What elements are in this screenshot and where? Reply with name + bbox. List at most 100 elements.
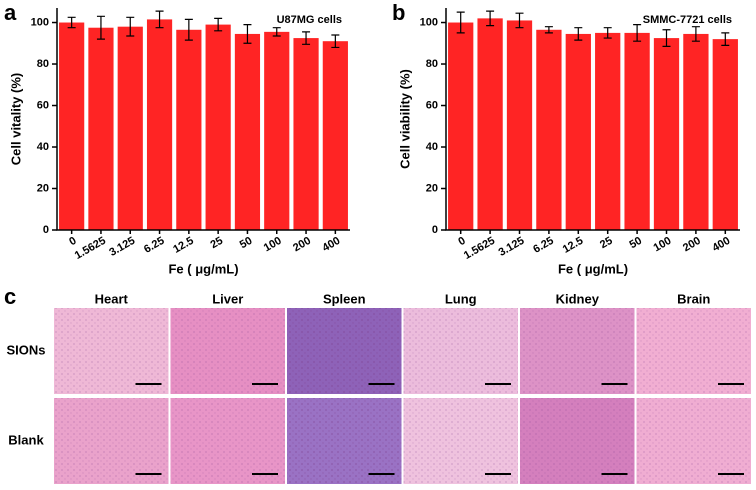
x-tick-label: 0 xyxy=(67,235,78,248)
row-label: SIONs xyxy=(6,342,45,357)
column-label: Kidney xyxy=(556,291,600,306)
error-bar xyxy=(486,10,495,27)
x-tick-label: 3.125 xyxy=(497,235,527,259)
bar xyxy=(234,33,261,231)
y-tick-label: 20 xyxy=(37,182,49,194)
x-tick-label: 0 xyxy=(456,235,467,248)
x-tick-label: 50 xyxy=(238,235,255,252)
error-bar xyxy=(721,32,730,46)
bar xyxy=(683,33,709,231)
error-bar xyxy=(603,27,612,39)
error-bar xyxy=(633,23,642,42)
y-tick-label: 100 xyxy=(31,16,49,28)
column-label: Brain xyxy=(677,291,710,306)
x-tick-label: 200 xyxy=(291,235,313,255)
annotation: SMMC-7721 cells xyxy=(643,14,732,26)
bar xyxy=(506,20,533,231)
annotation: U87MG cells xyxy=(277,14,342,26)
bar xyxy=(448,22,474,231)
error-bar xyxy=(331,34,340,49)
x-tick-label: 400 xyxy=(320,235,342,255)
bar xyxy=(205,24,231,231)
error-bar xyxy=(126,16,135,37)
error-bar xyxy=(662,29,671,47)
bar xyxy=(117,26,143,230)
bar xyxy=(477,18,503,231)
y-tick-label: 20 xyxy=(426,182,438,194)
row-label: Blank xyxy=(8,432,44,447)
tissue-texture xyxy=(54,308,169,394)
error-bar xyxy=(515,12,524,29)
y-tick-label: 100 xyxy=(420,16,438,28)
y-tick-label: 60 xyxy=(37,99,49,111)
column-label: Heart xyxy=(95,291,129,306)
x-axis-title: Fe ( μg/mL) xyxy=(168,261,238,276)
bar xyxy=(624,32,650,230)
x-tick-label: 100 xyxy=(652,235,674,255)
error-bar xyxy=(96,15,105,40)
axis-line xyxy=(56,8,350,231)
y-tick-label: 40 xyxy=(37,141,49,153)
y-tick-label: 80 xyxy=(37,58,49,70)
panel-label: c xyxy=(4,284,16,309)
x-tick-label: 6.25 xyxy=(142,235,167,256)
tissue-texture xyxy=(520,308,635,394)
error-bar xyxy=(302,31,311,45)
tissue-texture xyxy=(170,398,285,484)
tissue-texture xyxy=(636,398,751,484)
x-tick-label: 25 xyxy=(208,235,225,252)
tissue-texture xyxy=(287,308,402,394)
y-tick-label: 60 xyxy=(426,99,438,111)
bar xyxy=(653,38,680,231)
bar xyxy=(264,31,290,230)
histology-panel: Heart Liver Spleen Lung Kidney Brain SIONs Blan… xyxy=(6,291,751,484)
error-bar xyxy=(272,27,281,37)
bar xyxy=(88,27,114,230)
y-axis-title: Cell vitality (%) xyxy=(8,73,23,165)
x-tick-label: 12.5 xyxy=(171,235,196,256)
bar xyxy=(536,29,562,230)
bar xyxy=(176,29,202,230)
error-bar xyxy=(67,16,76,29)
bar xyxy=(59,22,85,231)
y-tick-label: 0 xyxy=(43,224,49,236)
x-tick-label: 3.125 xyxy=(107,235,137,259)
bar xyxy=(322,41,348,231)
error-bar xyxy=(214,17,223,32)
tissue-texture xyxy=(287,398,402,484)
y-tick-label: 40 xyxy=(426,141,438,153)
error-bar xyxy=(155,10,164,29)
y-axis-title: Cell viability (%) xyxy=(397,69,412,169)
error-bar xyxy=(691,26,700,42)
bar xyxy=(293,38,319,231)
tissue-texture xyxy=(520,398,635,484)
bar xyxy=(146,19,173,231)
bar xyxy=(565,33,591,231)
x-tick-label: 6.25 xyxy=(531,235,556,256)
x-tick-label: 400 xyxy=(710,235,732,255)
error-bar xyxy=(456,11,465,34)
x-tick-label: 100 xyxy=(262,235,284,255)
x-tick-label: 12.5 xyxy=(561,235,586,256)
axis-line xyxy=(445,8,740,231)
tissue-texture xyxy=(170,308,285,394)
column-label: Liver xyxy=(212,291,243,306)
panel-label: a xyxy=(4,0,17,25)
error-bar xyxy=(574,27,583,41)
tissue-texture xyxy=(54,398,169,484)
bar xyxy=(595,32,621,230)
tissue-texture xyxy=(636,308,751,394)
column-label: Spleen xyxy=(323,291,366,306)
x-tick-label: 1.5625 xyxy=(462,235,497,262)
x-tick-label: 1.5625 xyxy=(73,235,108,262)
y-tick-label: 0 xyxy=(432,224,438,236)
error-bar xyxy=(243,23,252,44)
error-bar xyxy=(544,26,553,34)
y-tick-label: 80 xyxy=(426,58,438,70)
error-bar xyxy=(184,18,193,41)
x-tick-label: 25 xyxy=(598,235,615,252)
bar xyxy=(712,39,738,231)
tissue-texture xyxy=(403,308,518,394)
panel-label: b xyxy=(392,0,405,25)
